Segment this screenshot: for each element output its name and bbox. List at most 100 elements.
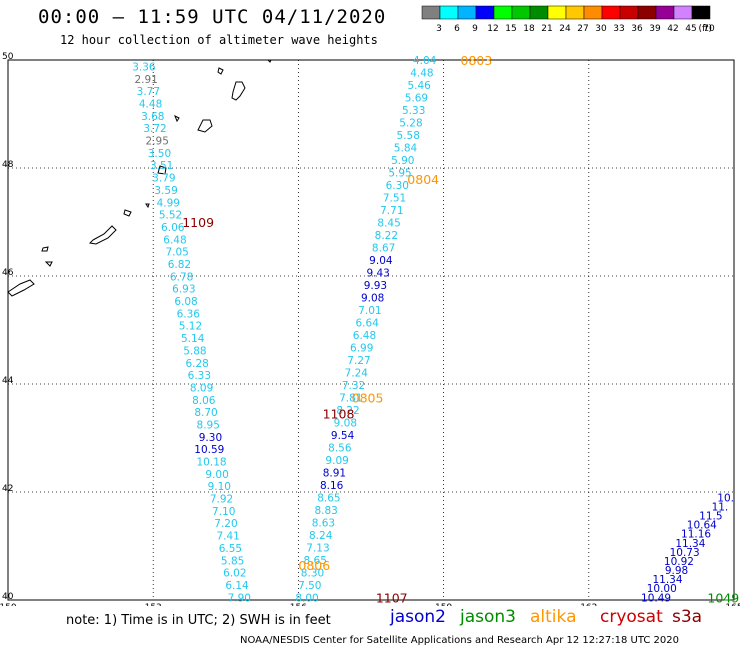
wave-height-value: 6.08 [174, 296, 197, 308]
lat-lon-grid: 150 153 156 159 162 165 50 48 46 44 42 40 [0, 52, 740, 606]
island-outline [145, 203, 150, 209]
wave-height-value: 5.12 [179, 321, 202, 333]
legend-label: 39 [649, 24, 661, 34]
wave-height-value: 9.08 [361, 292, 384, 304]
legend-label: 21 [541, 24, 552, 34]
island-outline [217, 67, 224, 75]
wave-height-value: 3.51 [150, 160, 173, 172]
legend-jason3: jason3 [460, 607, 516, 627]
legend-label: 15 [505, 24, 516, 34]
wave-height-value: 5.84 [394, 142, 418, 154]
altimeter-tracks: 3.362.913.774.483.683.722.953.503.513.79… [132, 55, 734, 604]
wave-height-value: 6.36 [177, 308, 201, 320]
lat-tick-label: 48 [2, 160, 14, 170]
wave-height-value: 8.30 [301, 567, 324, 579]
legend-cryosat: cryosat [600, 607, 663, 627]
wave-height-color-legend: 3 6 9 12 15 18 21 24 27 30 33 36 39 42 45 70(ft) [421, 5, 715, 34]
legend-label: 42 [667, 24, 678, 34]
wave-height-value: 7.24 [345, 367, 369, 379]
wave-height-value: 7.71 [380, 205, 403, 217]
legend-label: 18 [523, 24, 535, 34]
wave-height-value: 4.99 [157, 197, 180, 209]
wave-height-value: 8.56 [328, 442, 352, 454]
credit-line: NOAA/NESDIS Center for Satellite Applica… [240, 635, 679, 646]
pass-label: 0804 [407, 172, 439, 187]
wave-height-value: 5.69 [405, 92, 428, 104]
island-outline [44, 261, 53, 267]
wave-height-value: 6.93 [172, 284, 195, 296]
wave-height-value: 11.16 [681, 529, 711, 541]
island-outline [123, 209, 132, 217]
legend-label: 6 [454, 24, 460, 34]
wave-height-value: 7.13 [306, 542, 329, 554]
lat-tick-label: 46 [2, 268, 14, 278]
wave-height-value: 7.90 [228, 592, 251, 604]
wave-height-value: 7.41 [216, 531, 239, 543]
wave-height-value: 9.43 [366, 267, 389, 279]
wave-height-value: 8.16 [320, 480, 344, 492]
wave-height-value: 9.93 [364, 280, 387, 292]
legend-label: 45 [685, 24, 696, 34]
wave-height-value: 7.81 [339, 392, 362, 404]
wave-height-value: 6.06 [161, 222, 185, 234]
wave-height-value: 3.68 [141, 111, 164, 123]
wave-height-value: 5.88 [183, 345, 206, 357]
legend-swatch [691, 5, 711, 20]
legend-unit: (ft) [698, 24, 712, 34]
wave-height-value: 11. [712, 501, 729, 513]
map-subtitle: 12 hour collection of altimeter wave hei… [60, 33, 378, 47]
wave-height-value: 9.08 [334, 417, 357, 429]
wave-height-value: 8.65 [304, 555, 327, 567]
wave-height-value: 5.46 [407, 80, 431, 92]
wave-height-value: 5.58 [397, 130, 420, 142]
legend-label: 3 [436, 24, 442, 34]
wave-height-value: 8.65 [317, 492, 340, 504]
wave-height-value: 8.00 [295, 592, 318, 604]
island-outline [231, 81, 246, 101]
wave-height-value: 6.48 [353, 330, 376, 342]
pass-label: 0805 [352, 391, 384, 406]
wave-height-value: 7.92 [210, 494, 233, 506]
altimeter-map: 150153156159162165504846444240 3.362.913… [0, 52, 740, 606]
wave-height-value: 5.14 [181, 333, 205, 345]
legend-label: 12 [487, 24, 498, 34]
wave-height-value: 7.51 [383, 192, 406, 204]
wave-height-value: 8.91 [323, 467, 346, 479]
wave-height-value: 10. [717, 492, 734, 504]
wave-height-value: 5.95 [388, 167, 411, 179]
wave-height-value: 5.33 [402, 105, 425, 117]
island-outline [157, 165, 167, 175]
wave-height-value: 7.05 [165, 247, 188, 259]
legend-altika: altika [530, 607, 577, 627]
legend-label: 9 [472, 24, 478, 34]
legend-label: 70 [703, 24, 715, 34]
lon-tick-label: 153 [145, 603, 162, 606]
wave-height-value: 5.52 [159, 210, 182, 222]
coastline-kuril-islands [7, 59, 272, 297]
wave-height-value: 8.63 [312, 517, 335, 529]
wave-height-value: 2.95 [146, 136, 169, 148]
pass-label: 0803 [461, 53, 493, 68]
wave-height-value: 8.09 [190, 382, 213, 394]
wave-height-value: 3.36 [132, 61, 156, 73]
wave-height-value: 10.00 [647, 583, 677, 595]
lat-tick-label: 50 [2, 52, 14, 62]
wave-height-value: 5.90 [391, 155, 414, 167]
wave-height-value: 9.04 [369, 255, 393, 267]
wave-height-value: 8.24 [309, 530, 333, 542]
wave-height-value: 9.98 [665, 565, 688, 577]
wave-height-value: 4.04 [413, 55, 437, 67]
legend-label: 27 [577, 24, 588, 34]
lon-tick-label: 156 [290, 603, 307, 606]
map-title: 00:00 – 11:59 UTC 04/11/2020 [38, 6, 387, 28]
island-outline [88, 225, 117, 245]
wave-height-value: 10.64 [687, 520, 717, 532]
wave-height-value: 8.06 [192, 395, 216, 407]
wave-height-value: 8.22 [375, 230, 398, 242]
wave-height-value: 9.09 [325, 455, 348, 467]
wave-height-value: 4.48 [139, 99, 162, 111]
wave-height-value: 4.48 [410, 67, 433, 79]
wave-height-value: 10.49 [641, 592, 671, 604]
wave-height-value: 7.50 [298, 580, 321, 592]
lon-tick-label: 150 [0, 603, 17, 606]
